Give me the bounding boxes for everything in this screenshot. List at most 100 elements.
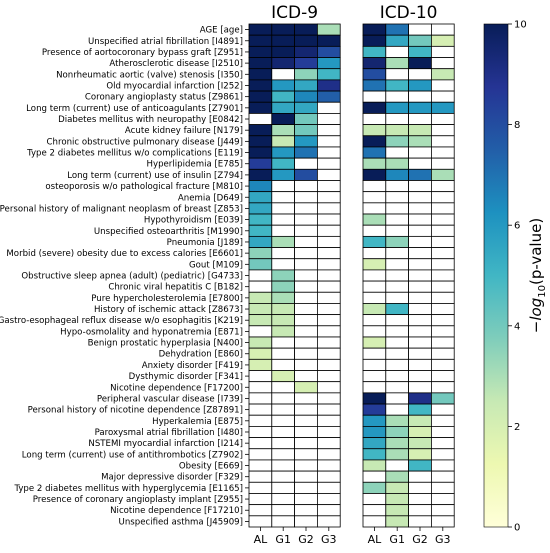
- heatmap-cell: [271, 191, 295, 204]
- heatmap-cell: [385, 113, 409, 126]
- heatmap-cell: [248, 425, 273, 438]
- colorbar-tick-label: 10: [514, 20, 527, 31]
- heatmap-cell: [271, 414, 295, 427]
- heatmap-cell: [362, 515, 387, 528]
- heatmap-cell: [294, 45, 318, 58]
- heatmap-cell: [362, 57, 387, 70]
- heatmap-cell: [271, 336, 295, 349]
- heatmap-cell: [248, 34, 273, 47]
- heatmap-cell: [294, 414, 318, 427]
- column-label: G2: [412, 533, 428, 546]
- heatmap-cell: [294, 448, 318, 461]
- heatmap-cell: [316, 258, 341, 271]
- heatmap-cell: [430, 470, 455, 483]
- heatmap-cell: [385, 68, 409, 81]
- row-label: Unspecified osteoarthritis [M1990]: [94, 227, 243, 237]
- heatmap-cell: [248, 414, 273, 427]
- heatmap-cell: [316, 269, 341, 282]
- heatmap-cell: [294, 336, 318, 349]
- row-label: osteoporosis w/o pathological fracture […: [45, 182, 243, 192]
- row-label: Nonrheumatic aortic (valve) stenosis [I3…: [56, 70, 243, 80]
- heatmap-cell: [408, 68, 432, 81]
- heatmap-cell: [430, 370, 455, 383]
- heatmap-cell: [408, 459, 432, 472]
- heatmap-cell: [294, 202, 318, 215]
- heatmap-cell: [385, 437, 409, 450]
- heatmap-cell: [362, 291, 387, 304]
- heatmap-cell: [362, 113, 387, 126]
- heatmap-cell: [294, 470, 318, 483]
- heatmap-cell: [271, 515, 295, 528]
- heatmap-cell: [316, 303, 341, 316]
- heatmap-cell: [362, 124, 387, 137]
- heatmap-cell: [248, 493, 273, 506]
- heatmap-cell: [248, 68, 273, 81]
- heatmap-cell: [408, 493, 432, 506]
- heatmap-cell: [362, 504, 387, 517]
- heatmap-cell: [408, 79, 432, 92]
- heatmap-cell: [316, 113, 341, 126]
- heatmap-cell: [430, 157, 455, 170]
- row-label: Type 2 diabetes mellitus w/o complicatio…: [26, 149, 243, 159]
- heatmap-cell: [316, 370, 341, 383]
- row-label: Obesity [E669]: [179, 462, 243, 472]
- column-label: G3: [435, 533, 451, 546]
- heatmap-cell: [294, 68, 318, 81]
- heatmap-cell: [430, 504, 455, 517]
- row-label: Hyperlipidemia [E785]: [147, 160, 243, 170]
- column-label: G1: [389, 533, 405, 546]
- heatmap-cell: [362, 403, 387, 416]
- heatmap-cell: [430, 101, 455, 114]
- heatmap-cell: [408, 157, 432, 170]
- heatmap-cell: [248, 235, 273, 248]
- heatmap-cell: [248, 213, 273, 226]
- heatmap-cell: [294, 392, 318, 405]
- heatmap-cell: [248, 459, 273, 472]
- heatmap-cell: [271, 425, 295, 438]
- row-label: Gout [M109]: [189, 260, 243, 270]
- heatmap-cell: [271, 157, 295, 170]
- heatmap-cell: [408, 414, 432, 427]
- heatmap-cell: [430, 280, 455, 293]
- heatmap-cell: [430, 459, 455, 472]
- row-label: Anemia [D649]: [178, 193, 243, 203]
- heatmap-cell: [271, 280, 295, 293]
- heatmap-cell: [385, 314, 409, 327]
- heatmap-cell: [430, 392, 455, 405]
- panel-title: ICD-10: [380, 3, 438, 23]
- row-label: Personal history of nicotine dependence …: [28, 406, 243, 416]
- heatmap-cell: [271, 34, 295, 47]
- heatmap-cell: [385, 269, 409, 282]
- colorbar-label: −log10(p-value): [527, 218, 548, 333]
- heatmap-cell: [271, 235, 295, 248]
- heatmap-cell: [248, 358, 273, 371]
- colorbar-tick-label: 6: [514, 221, 520, 232]
- heatmap-cell: [362, 437, 387, 450]
- heatmap-cell: [385, 347, 409, 360]
- heatmap-cell: [271, 437, 295, 450]
- heatmap-cell: [316, 414, 341, 427]
- heatmap-cell: [430, 168, 455, 181]
- heatmap-cell: [294, 180, 318, 193]
- heatmap-cell: [316, 180, 341, 193]
- column-label: AL: [368, 533, 383, 546]
- heatmap-cell: [362, 314, 387, 327]
- heatmap-cell: [430, 180, 455, 193]
- row-label: Old myocardial infarction [I252]: [106, 81, 243, 91]
- heatmap-cell: [271, 481, 295, 494]
- heatmap-cell: [430, 425, 455, 438]
- heatmap-cell: [362, 191, 387, 204]
- heatmap-cell: [248, 168, 273, 181]
- row-labels: AGE [age]Unspecified atrial fibrillation…: [0, 26, 249, 527]
- heatmap-cell: [408, 314, 432, 327]
- heatmap-cell: [385, 414, 409, 427]
- heatmap-cell: [385, 504, 409, 517]
- heatmap-cell: [408, 224, 432, 237]
- heatmap-cell: [271, 213, 295, 226]
- heatmap-cell: [430, 224, 455, 237]
- heatmap-cell: [271, 202, 295, 215]
- heatmap-cell: [430, 135, 455, 148]
- heatmap-cell: [248, 258, 273, 271]
- heatmap-cell: [316, 79, 341, 92]
- heatmap-cell: [385, 370, 409, 383]
